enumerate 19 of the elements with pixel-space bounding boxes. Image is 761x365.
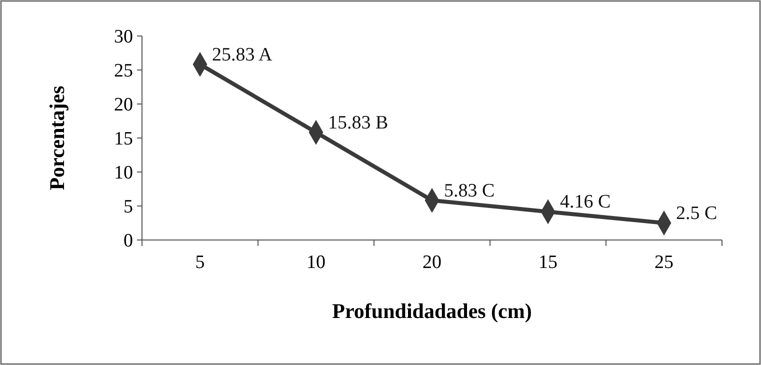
data-label: 5.83 C: [444, 180, 495, 202]
x-tick-label: 15: [538, 252, 558, 273]
x-tick-label: 20: [422, 252, 442, 273]
data-label: 25.83 A: [212, 44, 272, 66]
y-tick-label: 20: [114, 94, 133, 116]
x-tick-label: 5: [195, 252, 205, 273]
x-tick-label: 25: [654, 252, 674, 273]
data-label: 15.83 B: [328, 112, 388, 134]
y-tick-label: 0: [124, 230, 133, 252]
y-tick-label: 30: [114, 26, 133, 48]
y-tick-label: 15: [114, 128, 133, 150]
x-axis-title: Profundidadades (cm): [332, 299, 532, 323]
y-axis-title: Porcentajes: [45, 86, 69, 190]
y-tick-label: 25: [114, 60, 133, 82]
data-label: 2.5 C: [676, 203, 718, 224]
x-tick-label: 10: [306, 252, 326, 273]
data-label: 4.16 C: [560, 192, 611, 213]
y-tick-label: 5: [124, 196, 133, 218]
y-tick-label: 10: [114, 162, 133, 184]
